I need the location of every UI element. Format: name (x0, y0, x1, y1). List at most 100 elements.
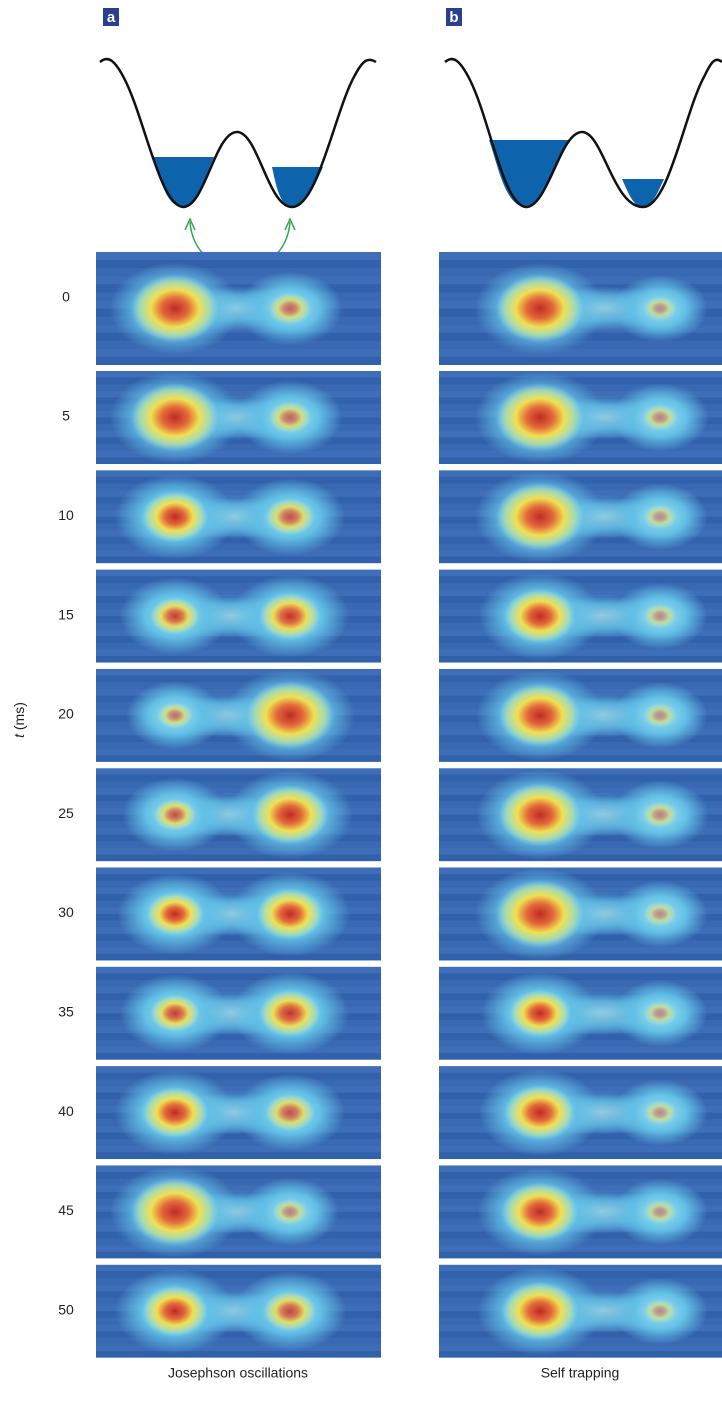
density-image (96, 570, 381, 663)
noise-stripe (96, 1073, 381, 1080)
core (154, 799, 197, 831)
noise-stripe (96, 749, 381, 756)
noise-stripe (96, 1271, 381, 1278)
noise-stripe (439, 470, 722, 477)
core (252, 785, 329, 844)
density-image (439, 1165, 722, 1258)
noise-stripe (439, 755, 722, 762)
core (157, 702, 192, 728)
core (643, 1001, 676, 1025)
core (257, 889, 323, 940)
time-label: 0 (62, 289, 70, 305)
noise-stripe (439, 768, 722, 775)
noise-stripe (439, 855, 722, 862)
core (131, 384, 219, 452)
noise-stripe (96, 371, 381, 378)
core (259, 990, 321, 1037)
noise-stripe (96, 649, 381, 656)
noise-stripe (96, 1344, 381, 1351)
noise-stripe (439, 1344, 722, 1351)
density-image (96, 371, 381, 464)
density-image (439, 669, 722, 762)
noise-stripe (96, 855, 381, 862)
noise-stripe (439, 357, 722, 365)
noise-stripe (96, 755, 381, 762)
core (269, 293, 312, 325)
noise-stripe (439, 973, 722, 980)
noise-stripe (439, 1053, 722, 1060)
noise-stripe (96, 550, 381, 557)
density-image (439, 570, 722, 663)
noise-stripe (439, 252, 722, 260)
core (504, 1085, 575, 1140)
time-label: 20 (58, 706, 74, 722)
density-image (96, 1165, 381, 1258)
noise-stripe (439, 349, 722, 357)
noise-stripe (96, 868, 381, 875)
noise-stripe (439, 1245, 722, 1252)
axis-symbol: t (11, 733, 27, 738)
density-image (96, 868, 381, 961)
density-image (96, 1066, 381, 1159)
noise-stripe (439, 649, 722, 656)
core (509, 990, 571, 1037)
noise-stripe (96, 967, 381, 974)
time-axis-label: t (ms) (11, 702, 27, 738)
density-image (439, 967, 722, 1060)
noise-stripe (96, 1351, 381, 1358)
core (643, 703, 676, 727)
noise-stripe (439, 1172, 722, 1179)
density-image (96, 470, 381, 563)
core (131, 1178, 219, 1246)
double-well-b (445, 59, 722, 207)
noise-stripe (96, 357, 381, 365)
core (643, 1299, 676, 1323)
noise-stripe (96, 457, 381, 464)
noise-stripe (96, 1152, 381, 1159)
panel-label: a (107, 9, 116, 26)
noise-stripe (439, 669, 722, 676)
density-image (96, 252, 381, 365)
core (502, 1282, 579, 1341)
noise-stripe (439, 260, 722, 268)
core (265, 1094, 315, 1131)
figure: a b t (ms) Josephson oscillations Self t… (0, 0, 722, 1401)
noise-stripe (96, 656, 381, 663)
core (142, 1286, 208, 1337)
core (272, 1199, 307, 1225)
density-image (439, 252, 722, 365)
noise-stripe (439, 656, 722, 663)
core (496, 275, 584, 343)
core (265, 498, 315, 535)
time-label: 40 (58, 1103, 74, 1119)
noise-stripe (439, 457, 722, 464)
noise-stripe (439, 1073, 722, 1080)
noise-stripe (96, 470, 381, 477)
density-image (439, 470, 722, 563)
panel-caption: Self trapping (541, 1365, 620, 1381)
noise-stripe (439, 1351, 722, 1358)
time-label: 25 (58, 805, 74, 821)
noise-stripe (96, 947, 381, 954)
core (643, 505, 676, 529)
noise-stripe (439, 570, 722, 577)
noise-stripe (96, 252, 381, 260)
noise-stripe (96, 954, 381, 961)
noise-stripe (96, 1252, 381, 1259)
core (499, 684, 581, 747)
core (642, 405, 677, 431)
time-label: 5 (62, 408, 70, 424)
noise-stripe (439, 1271, 722, 1278)
density-image (96, 669, 381, 762)
core (131, 275, 219, 343)
noise-stripe (439, 868, 722, 875)
noise-stripe (96, 1165, 381, 1172)
time-label: 35 (58, 1004, 74, 1020)
noise-stripe (439, 1252, 722, 1259)
noise-stripe (96, 874, 381, 881)
noise-stripe (96, 1047, 381, 1054)
core (643, 902, 676, 926)
core (142, 491, 208, 542)
density-image (96, 1265, 381, 1358)
core (643, 1200, 676, 1224)
